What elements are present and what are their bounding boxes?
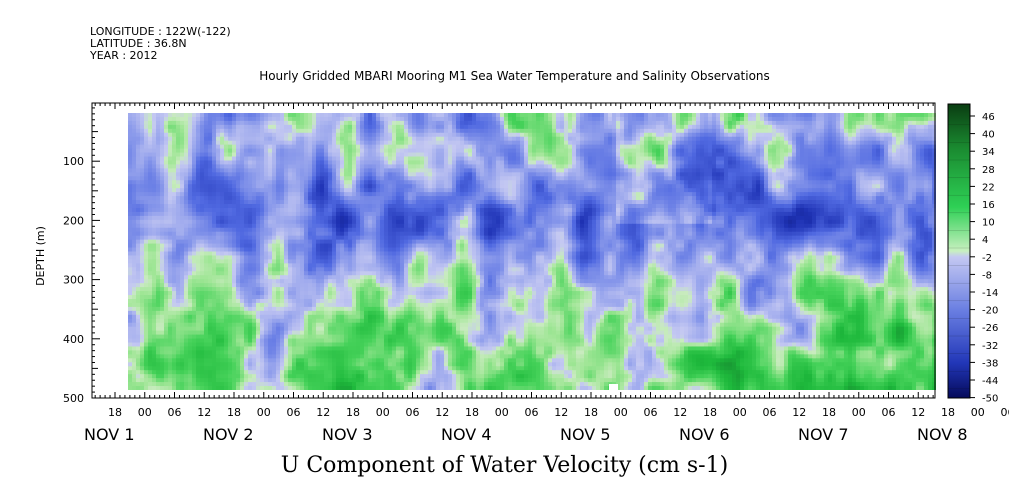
x-tick-label: 18 — [822, 406, 836, 419]
x-tick-label: 00 — [971, 406, 985, 419]
x-tick-label: 18 — [584, 406, 598, 419]
y-axis-label: DEPTH (m) — [34, 226, 47, 286]
x-tick-label: 00 — [733, 406, 747, 419]
x-tick-label: 06 — [644, 406, 658, 419]
colorbar-label: -2 — [982, 253, 992, 264]
colorbar-label: -26 — [982, 323, 998, 334]
x-tick-label: 00 — [257, 406, 271, 419]
colorbar-label: 28 — [982, 165, 995, 176]
colorbar-label: 4 — [982, 235, 988, 246]
year-label: YEAR : 2012 — [90, 49, 158, 62]
x-tick-label: 18 — [346, 406, 360, 419]
colorbar-label: 22 — [982, 182, 995, 193]
colorbar-label: -8 — [982, 270, 992, 281]
x-day-label: NOV 3 — [322, 425, 373, 444]
longitude-label: LONGITUDE : 122W(-122) — [90, 25, 231, 38]
colorbar-label: -44 — [982, 376, 998, 387]
x-tick-label: 00 — [495, 406, 509, 419]
x-tick-label: 18 — [703, 406, 717, 419]
y-tick-label: 300 — [63, 274, 84, 287]
y-tick-label: 500 — [63, 392, 84, 405]
x-day-label: NOV 6 — [679, 425, 730, 444]
colorbar-gradient — [947, 103, 971, 399]
x-tick-label: 12 — [554, 406, 568, 419]
x-tick-label: 06 — [525, 406, 539, 419]
x-tick-label: 12 — [673, 406, 687, 419]
colorbar-label: 16 — [982, 200, 995, 211]
latitude-label: LATITUDE : 36.8N — [90, 37, 187, 50]
x-day-label: NOV 8 — [917, 425, 968, 444]
x-tick-label: 06 — [168, 406, 182, 419]
y-tick-label: 400 — [63, 333, 84, 346]
x-tick-label: 18 — [108, 406, 122, 419]
colorbar-label: 46 — [982, 112, 995, 123]
x-tick-label: 00 — [138, 406, 152, 419]
x-day-label: NOV 7 — [798, 425, 849, 444]
y-axis: 100 200 300 400 500 — [63, 107, 100, 405]
x-tick-label: 18 — [227, 406, 241, 419]
colorbar-label: -50 — [982, 394, 998, 405]
x-tick-label: 12 — [316, 406, 330, 419]
x-tick-label: 00 — [852, 406, 866, 419]
x-tick-label: 06 — [406, 406, 420, 419]
y-tick-label: 200 — [63, 214, 84, 227]
colorbar-label: 40 — [982, 130, 995, 141]
colorbar-label: 34 — [982, 147, 995, 158]
x-tick-label: 12 — [911, 406, 925, 419]
x-tick-label: 06 — [882, 406, 896, 419]
x-tick-label: 00 — [614, 406, 628, 419]
x-tick-label: 06 — [763, 406, 777, 419]
chart-title: Hourly Gridded MBARI Mooring M1 Sea Wate… — [259, 69, 770, 83]
heatmap-field — [128, 113, 936, 390]
x-day-label: NOV 5 — [560, 425, 611, 444]
x-tick-label: 06 — [1001, 406, 1009, 419]
x-day-label: NOV 2 — [203, 425, 254, 444]
x-tick-label: 18 — [465, 406, 479, 419]
colorbar-label: 10 — [982, 218, 995, 229]
x-tick-label: 12 — [792, 406, 806, 419]
x-day-label: NOV 4 — [441, 425, 492, 444]
x-tick-label: 12 — [435, 406, 449, 419]
x-tick-label: 06 — [287, 406, 301, 419]
colorbar-label: -32 — [982, 341, 998, 352]
x-tick-label: 12 — [197, 406, 211, 419]
x-day-label: NOV 1 — [84, 425, 135, 444]
x-tick-label: 00 — [376, 406, 390, 419]
missing-data-patch — [609, 384, 618, 390]
x-axis-label: U Component of Water Velocity (cm s-1) — [280, 453, 729, 478]
colorbar-label: -38 — [982, 358, 998, 369]
y-tick-label: 100 — [63, 155, 84, 168]
x-tick-label: 18 — [941, 406, 955, 419]
x-axis: 18 00 06 12 18 00 06 12 18 00 06 12 18 00 06 12 18 00 06 12… — [84, 103, 1009, 444]
colorbar: 46 40 34 28 22 16 10 4 -2 -8 -14 -20 -26 -32 -38 -44 -50 — [947, 103, 998, 405]
colorbar-label: -14 — [982, 288, 998, 299]
colorbar-label: -20 — [982, 306, 998, 317]
